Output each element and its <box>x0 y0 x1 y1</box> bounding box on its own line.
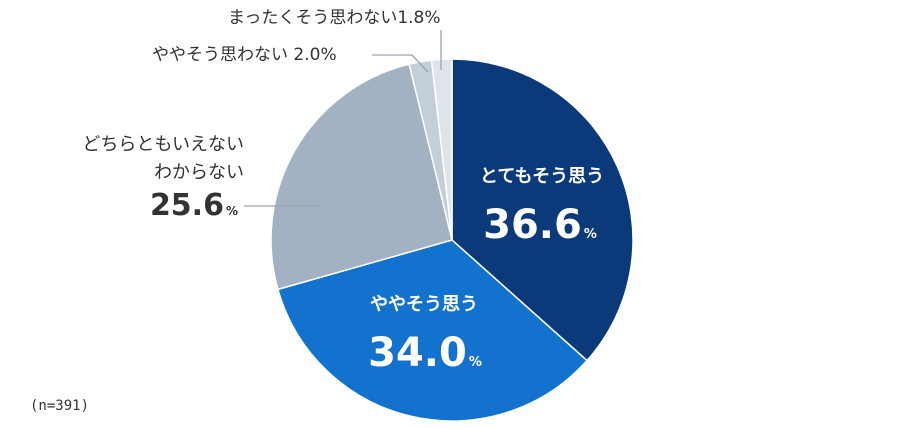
slice-label-4: まったくそう思わない1.8% <box>228 8 441 28</box>
slice-value-2: 25.6% <box>150 188 238 223</box>
slice-label-3: ややそう思わない 2.0% <box>152 45 337 65</box>
pie-slice-2 <box>270 63 453 291</box>
pie-slice-4 <box>430 58 453 241</box>
slice-label-0: とてもそう思う <box>480 166 604 187</box>
slice-value-0: 36.6% <box>483 202 597 248</box>
slice-value-1: 34.0% <box>368 330 482 376</box>
pie-slice-1 <box>276 239 589 422</box>
slice-label-1: ややそう思う <box>370 294 478 315</box>
slice-label-2-line-2: わからない <box>154 162 244 183</box>
sample-size-note: (n=391) <box>30 398 90 414</box>
slice-label-2-line-1: どちらともいえない <box>82 134 244 155</box>
pie-slice-0 <box>451 58 634 362</box>
leader-line-3 <box>372 54 429 73</box>
